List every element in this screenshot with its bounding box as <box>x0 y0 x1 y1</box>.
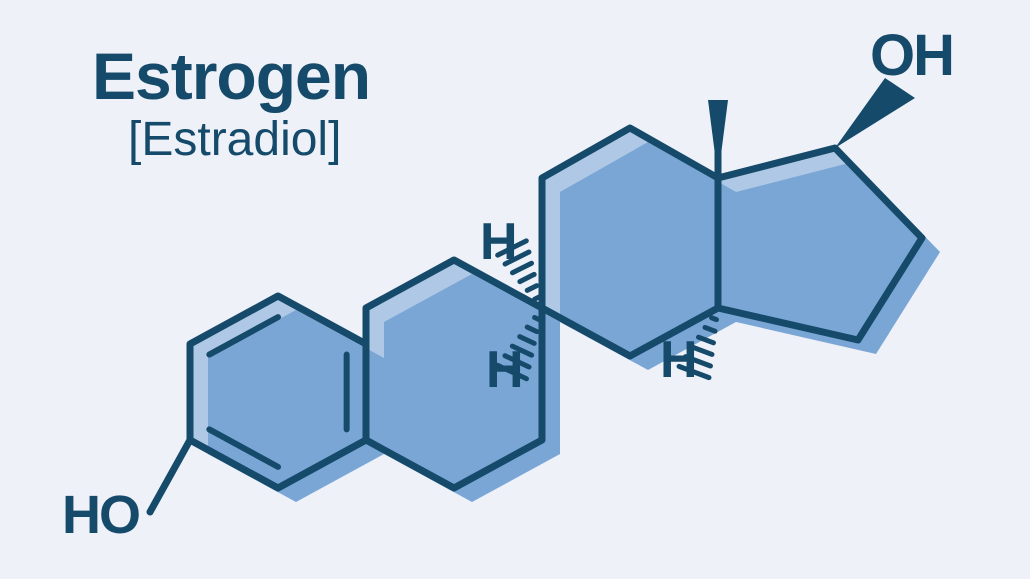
atom-label-h-3: H <box>660 330 696 390</box>
title-text: Estrogen <box>92 38 370 114</box>
atom-label-h-1: H <box>480 212 516 272</box>
subtitle-text: [Estradiol] <box>128 112 341 167</box>
atom-label-oh-top: OH <box>870 22 953 89</box>
atom-label-h-2: H <box>486 340 522 400</box>
molecule-diagram: Estrogen [Estradiol] OH HO H H H <box>0 0 1030 579</box>
atom-label-ho-bottom: HO <box>62 484 139 546</box>
